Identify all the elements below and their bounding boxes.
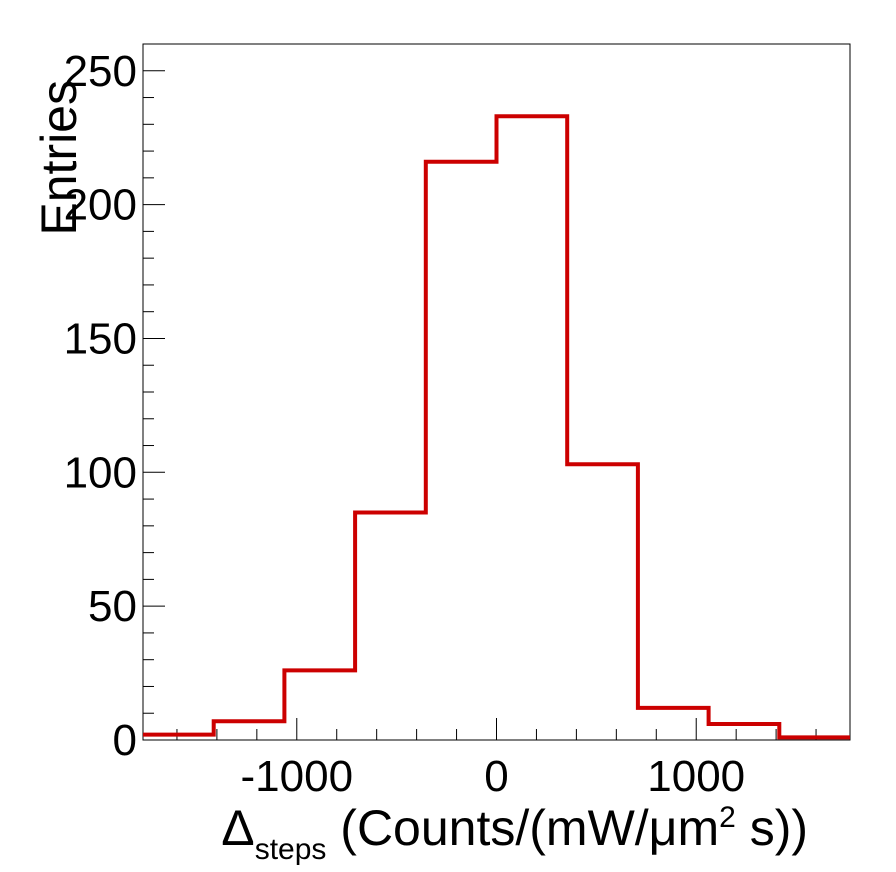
- x-axis-title: Δsteps (Counts/(mW/μm2 s)): [221, 800, 808, 866]
- histogram-bin: [638, 708, 709, 740]
- y-axis-title: Entries: [31, 80, 87, 236]
- histogram-bin: [709, 724, 780, 740]
- x-tick-labels: -1000 0 1000: [241, 752, 746, 801]
- x-axis-title-tail: s)): [736, 800, 808, 856]
- x-tick-label: -1000: [241, 752, 354, 801]
- x-axis-title-symbol: Δ: [221, 800, 254, 856]
- histogram-bin: [284, 670, 355, 740]
- histogram-bin: [214, 721, 285, 740]
- histogram-outline: [143, 114, 850, 740]
- y-tick-label: 0: [113, 716, 137, 765]
- y-tick-label: 50: [88, 582, 137, 631]
- y-tick-labels: 0 50 100 150 200 250: [64, 47, 137, 765]
- histogram-bin: [567, 464, 638, 740]
- histogram-bin: [355, 512, 426, 740]
- histogram-bin: [426, 162, 497, 740]
- x-tick-label: 0: [484, 752, 508, 801]
- x-axis-title-subscript: steps: [255, 833, 327, 866]
- x-tick-label: 1000: [647, 752, 745, 801]
- y-tick-label: 250: [64, 47, 137, 96]
- histogram-bins: [143, 116, 850, 740]
- histogram-bin: [497, 116, 568, 740]
- x-axis-title-superscript: 2: [719, 801, 736, 834]
- y-tick-label: 100: [64, 448, 137, 497]
- x-axis-title-rest: (Counts/(mW/μm: [326, 800, 719, 856]
- y-tick-label: 150: [64, 314, 137, 363]
- y-tick-label: 200: [64, 181, 137, 230]
- major-ticks: [143, 70, 697, 741]
